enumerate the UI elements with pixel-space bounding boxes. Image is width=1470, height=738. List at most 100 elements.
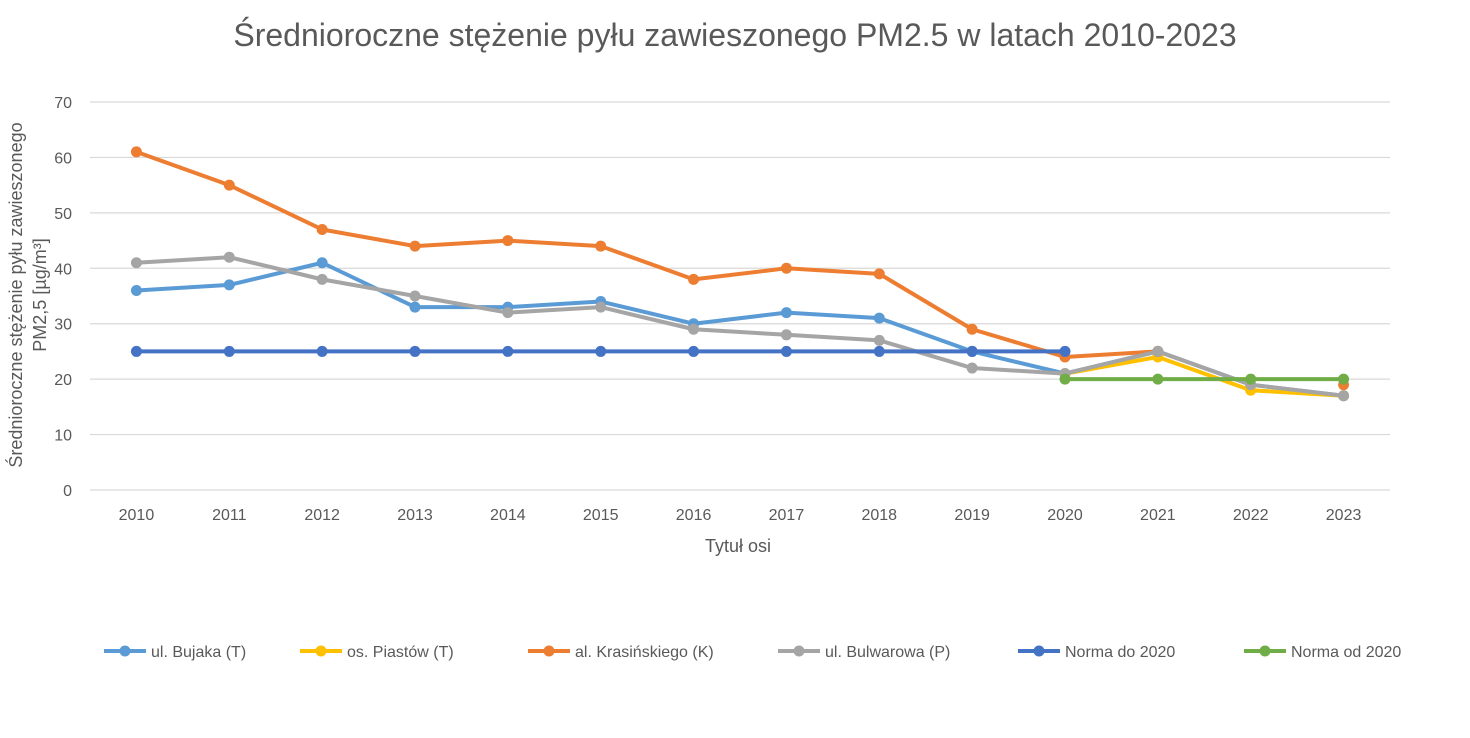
series-4	[130, 345, 1071, 357]
data-point	[316, 345, 328, 357]
data-point	[1059, 373, 1071, 385]
legend-item: ul. Bulwarowa (P)	[778, 644, 950, 661]
data-point	[1245, 373, 1257, 385]
data-point	[130, 257, 142, 269]
x-tick-label: 2013	[397, 507, 433, 524]
y-tick-label: 0	[63, 483, 72, 500]
data-point	[502, 235, 514, 247]
data-point	[1152, 345, 1164, 357]
legend-item: al. Krasińskiego (K)	[528, 644, 714, 661]
data-point	[502, 307, 514, 319]
data-point	[130, 345, 142, 357]
x-tick-label: 2014	[490, 507, 526, 524]
data-point	[409, 301, 421, 313]
data-point	[223, 345, 235, 357]
x-tick-label: 2017	[769, 507, 805, 524]
series-1	[1059, 351, 1350, 402]
legend-label: al. Krasińskiego (K)	[575, 644, 714, 661]
x-tick-label: 2021	[1140, 507, 1176, 524]
chart-title: Średnioroczne stężenie pyłu zawieszonego…	[233, 17, 1236, 53]
legend-swatch-marker	[1033, 645, 1045, 657]
data-point	[1059, 345, 1071, 357]
data-point	[780, 329, 792, 341]
legend: ul. Bujaka (T) os. Piastów (T) al. Krasińs…	[104, 644, 1401, 661]
data-point	[966, 345, 978, 357]
y-axis-ticks: 0 10 20 30 40 50 60 70	[54, 95, 72, 500]
legend-item: Norma do 2020	[1018, 644, 1175, 661]
y-tick-label: 30	[54, 317, 72, 334]
data-point	[316, 223, 328, 235]
data-point	[873, 312, 885, 324]
data-point	[130, 284, 142, 296]
data-point	[223, 251, 235, 263]
data-point	[688, 273, 700, 285]
legend-swatch-marker	[543, 645, 555, 657]
x-tick-label: 2018	[861, 507, 897, 524]
x-tick-label: 2019	[954, 507, 990, 524]
data-point	[1338, 390, 1350, 402]
x-tick-label: 2020	[1047, 507, 1083, 524]
y-tick-label: 20	[54, 372, 72, 389]
legend-item: os. Piastów (T)	[300, 644, 454, 661]
series-5	[1059, 373, 1350, 385]
data-point	[595, 345, 607, 357]
data-point	[130, 146, 142, 158]
legend-item: Norma od 2020	[1244, 644, 1401, 661]
y-tick-label: 70	[54, 95, 72, 112]
data-point	[409, 290, 421, 302]
data-point	[223, 279, 235, 291]
data-point	[688, 345, 700, 357]
x-axis-ticks: 2010 2011 2012 2013 2014 2015 2016 2017 2018 2019…	[119, 507, 1362, 524]
y-tick-label: 40	[54, 261, 72, 278]
data-point	[873, 268, 885, 280]
series-line	[134, 255, 1346, 398]
data-point	[873, 334, 885, 346]
y-tick-label: 10	[54, 428, 72, 445]
data-point	[966, 323, 978, 335]
data-point	[316, 257, 328, 269]
data-point	[1152, 373, 1164, 385]
gridlines	[90, 101, 1390, 491]
data-point	[688, 323, 700, 335]
legend-item: ul. Bujaka (T)	[104, 644, 246, 661]
data-point	[873, 345, 885, 357]
y-axis-title-line1: Średnioroczne stężenie pyłu zawieszonego	[5, 122, 26, 467]
y-axis-title-line2: PM2,5 [µg/m³]	[30, 238, 50, 351]
data-point	[1338, 373, 1350, 385]
data-point	[595, 240, 607, 252]
series-layer	[130, 146, 1350, 402]
legend-label: ul. Bulwarowa (P)	[825, 644, 950, 661]
x-tick-label: 2011	[212, 507, 247, 524]
y-axis-title: Średnioroczne stężenie pyłu zawieszonego…	[5, 122, 50, 467]
x-tick-label: 2022	[1233, 507, 1269, 524]
series-line	[134, 149, 1160, 359]
x-tick-label: 2010	[119, 507, 155, 524]
x-tick-label: 2015	[583, 507, 619, 524]
data-point	[223, 179, 235, 191]
legend-swatch-marker	[119, 645, 131, 657]
data-point	[780, 345, 792, 357]
legend-swatch-marker	[315, 645, 327, 657]
legend-label: Norma do 2020	[1065, 644, 1175, 661]
legend-swatch-marker	[1259, 645, 1271, 657]
data-point	[966, 362, 978, 374]
legend-swatch-marker	[793, 645, 805, 657]
data-point	[502, 345, 514, 357]
data-point	[409, 345, 421, 357]
x-tick-label: 2016	[676, 507, 712, 524]
data-point	[780, 307, 792, 319]
x-tick-label: 2012	[304, 507, 340, 524]
legend-label: ul. Bujaka (T)	[151, 644, 246, 661]
x-axis-title: Tytuł osi	[705, 536, 771, 556]
y-tick-label: 60	[54, 150, 72, 167]
data-point	[780, 262, 792, 274]
legend-label: Norma od 2020	[1291, 644, 1401, 661]
legend-label: os. Piastów (T)	[347, 644, 454, 661]
series-line	[1063, 354, 1346, 398]
data-point	[409, 240, 421, 252]
data-point	[316, 273, 328, 285]
data-point	[595, 301, 607, 313]
y-tick-label: 50	[54, 206, 72, 223]
series-line	[134, 260, 1346, 398]
